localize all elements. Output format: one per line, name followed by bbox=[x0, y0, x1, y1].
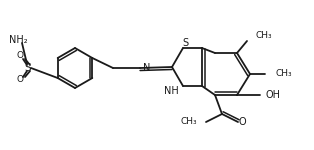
Text: O: O bbox=[17, 51, 24, 60]
Text: OH: OH bbox=[265, 90, 280, 100]
Text: NH: NH bbox=[164, 86, 179, 96]
Text: N: N bbox=[143, 63, 150, 73]
Text: S: S bbox=[182, 38, 188, 48]
Text: NH₂: NH₂ bbox=[9, 35, 27, 45]
Text: CH₃: CH₃ bbox=[255, 32, 272, 40]
Text: S: S bbox=[25, 63, 31, 73]
Text: CH₃: CH₃ bbox=[275, 69, 292, 78]
Text: O: O bbox=[17, 75, 24, 84]
Text: O: O bbox=[238, 117, 246, 127]
Text: CH₃: CH₃ bbox=[180, 117, 197, 126]
